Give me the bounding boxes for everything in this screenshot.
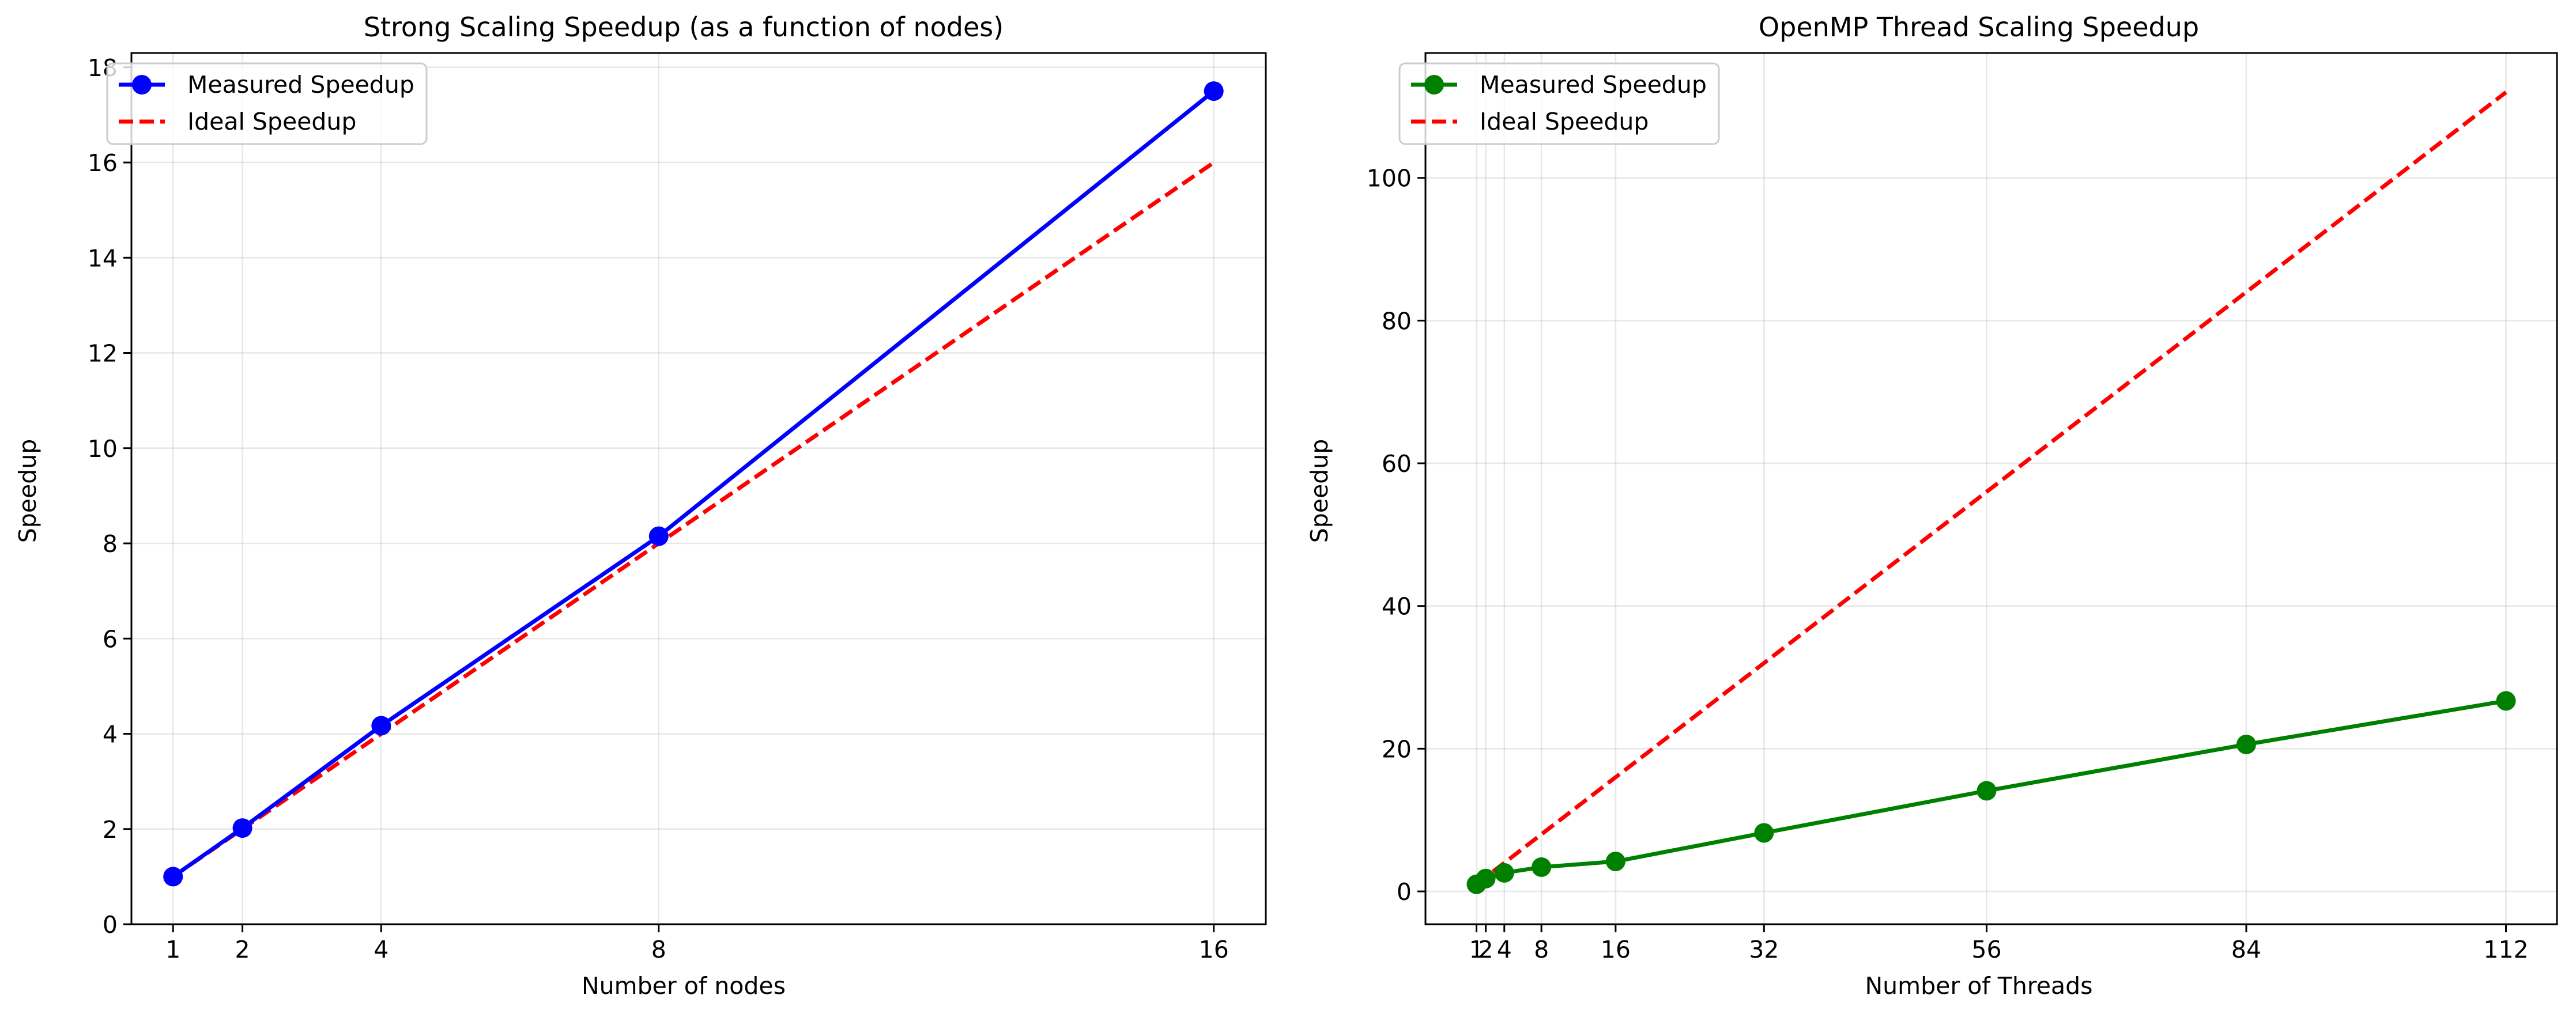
y-tick-label: 2 bbox=[103, 816, 118, 844]
x-tick-label: 4 bbox=[374, 936, 389, 963]
data-point-measured bbox=[648, 526, 669, 546]
x-tick-label: 1 bbox=[1469, 936, 1484, 963]
y-tick-label: 4 bbox=[103, 721, 118, 748]
data-point-measured bbox=[2496, 691, 2516, 711]
right-chart-title: OpenMP Thread Scaling Speedup bbox=[1759, 12, 2199, 43]
x-tick-label: 8 bbox=[651, 936, 666, 963]
y-tick-label: 10 bbox=[88, 435, 118, 463]
x-tick-label: 16 bbox=[1601, 936, 1631, 963]
data-point-measured bbox=[1754, 823, 1774, 843]
y-tick-label: 16 bbox=[88, 149, 118, 177]
y-tick-label: 0 bbox=[103, 911, 118, 939]
series-line-ideal bbox=[1475, 90, 2507, 886]
x-tick-label: 16 bbox=[1199, 936, 1229, 963]
legend-label-ideal: Ideal Speedup bbox=[187, 108, 356, 135]
left-chart-xlabel: Number of nodes bbox=[582, 972, 786, 1000]
data-point-measured bbox=[232, 818, 252, 838]
series-line-ideal bbox=[172, 161, 1215, 879]
y-tick-label: 80 bbox=[1382, 307, 1412, 335]
data-point-measured bbox=[1476, 868, 1496, 889]
series-line-measured bbox=[172, 89, 1215, 879]
y-tick-label: 0 bbox=[1397, 878, 1412, 906]
y-tick-label: 12 bbox=[88, 340, 118, 368]
y-tick-label: 14 bbox=[88, 244, 118, 272]
x-tick-label: 112 bbox=[2483, 936, 2528, 963]
right-chart-plot-area: 12 4 8 16 32 56 84 112 0 20 40 60 80 100 bbox=[1367, 52, 2558, 963]
x-tick-label: 8 bbox=[1534, 936, 1549, 963]
data-point-measured bbox=[1605, 852, 1625, 872]
x-tick-label: 2 bbox=[1479, 936, 1493, 963]
y-tick-label: 60 bbox=[1382, 450, 1412, 478]
axes-frame bbox=[130, 52, 1267, 925]
data-point-measured bbox=[371, 716, 391, 736]
x-tick-label: 1 bbox=[165, 936, 180, 963]
x-tick-label: 56 bbox=[1971, 936, 2001, 963]
y-tick-label: 100 bbox=[1367, 165, 1412, 192]
right-chart-legend: Measured Speedup Ideal Speedup bbox=[1398, 62, 1720, 145]
data-point-measured bbox=[163, 867, 183, 887]
legend-marker-measured bbox=[1424, 75, 1444, 94]
x-tick-label: 32 bbox=[1749, 936, 1779, 963]
legend-marker-measured bbox=[132, 75, 152, 94]
right-chart-ylabel: Speedup bbox=[1306, 439, 1333, 543]
x-tick-label: 84 bbox=[2231, 936, 2261, 963]
legend-label-ideal: Ideal Speedup bbox=[1480, 108, 1649, 135]
left-chart-title: Strong Scaling Speedup (as a function of… bbox=[364, 12, 1004, 43]
x-tick-label: 4 bbox=[1497, 936, 1512, 963]
data-point-measured bbox=[1204, 81, 1224, 101]
axes-frame bbox=[1424, 52, 2558, 925]
legend-frame bbox=[1398, 62, 1720, 145]
right-chart: OpenMP Thread Scaling Speedup Number of … bbox=[1306, 12, 2558, 1000]
y-tick-label: 6 bbox=[103, 625, 118, 653]
left-chart: Strong Scaling Speedup (as a function of… bbox=[14, 12, 1267, 1000]
left-chart-legend: Measured Speedup Ideal Speedup bbox=[106, 62, 428, 145]
data-point-measured bbox=[1494, 863, 1514, 883]
data-point-measured bbox=[2236, 734, 2256, 754]
data-point-measured bbox=[1532, 857, 1552, 877]
y-tick-label: 40 bbox=[1382, 593, 1412, 621]
y-tick-label: 20 bbox=[1382, 735, 1412, 763]
left-chart-ylabel: Speedup bbox=[14, 439, 42, 543]
legend-frame bbox=[106, 62, 428, 145]
data-point-measured bbox=[1977, 781, 1997, 801]
x-tick-label: 2 bbox=[235, 936, 250, 963]
y-tick-label: 8 bbox=[103, 530, 118, 558]
legend-label-measured: Measured Speedup bbox=[187, 71, 414, 99]
legend-label-measured: Measured Speedup bbox=[1480, 71, 1707, 99]
right-chart-xlabel: Number of Threads bbox=[1865, 972, 2092, 1000]
